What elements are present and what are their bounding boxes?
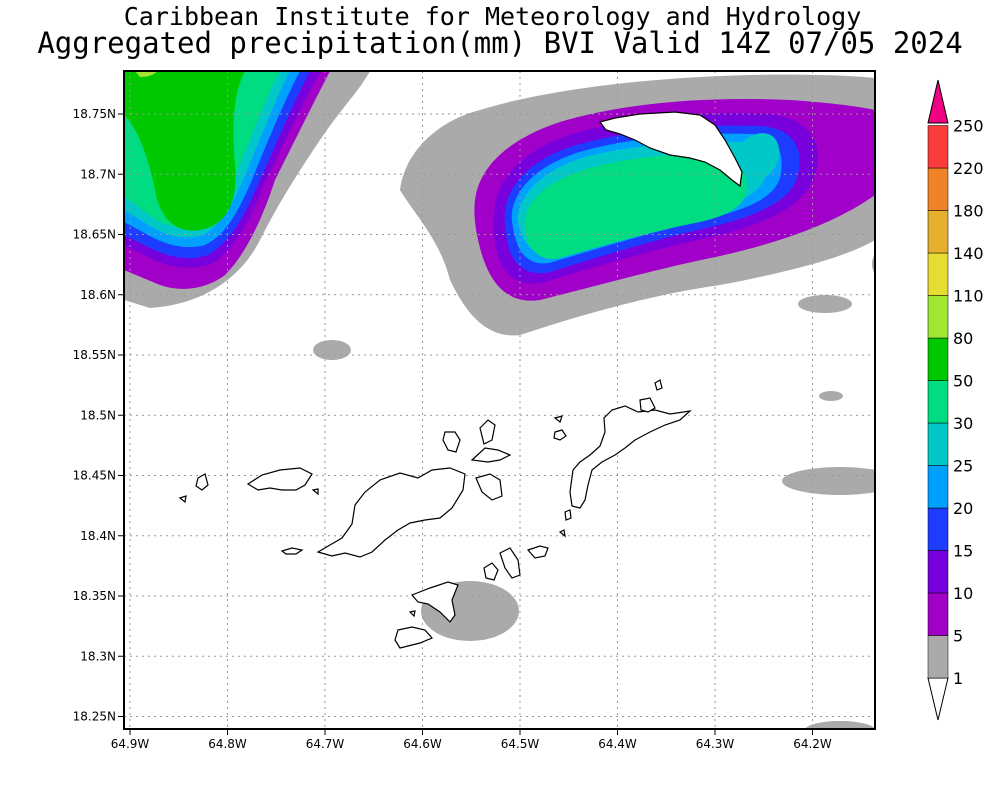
island-mosquito xyxy=(639,397,656,413)
lon-tick-label: 64.8W xyxy=(208,737,247,751)
lon-tick-label: 64.6W xyxy=(403,737,442,751)
colorbar-level-label: 25 xyxy=(953,457,973,476)
lat-tick-label: 18.7N xyxy=(80,167,116,181)
island-green-cay xyxy=(178,495,187,504)
latitude-axis: 18.75N 18.7N 18.65N 18.6N 18.55N 18.5N 18.45N 1… xyxy=(73,107,124,724)
colorbar-level-label: 140 xyxy=(953,244,984,263)
island-marina-cay xyxy=(475,473,503,501)
colorbar-below-min-triangle xyxy=(927,677,949,721)
colorbar-segment xyxy=(927,380,949,424)
colorbar-level-label: 80 xyxy=(953,329,973,348)
map-plot-area xyxy=(124,71,875,729)
colorbar-level-label: 110 xyxy=(953,287,984,306)
island-prickly-pear xyxy=(654,379,663,391)
lat-tick-label: 18.3N xyxy=(80,649,116,663)
lon-tick-label: 64.4W xyxy=(598,737,637,751)
colorbar-segment xyxy=(927,422,949,466)
island-ginger xyxy=(499,547,521,579)
colorbar-level-label: 50 xyxy=(953,372,973,391)
colorbar-segment xyxy=(927,167,949,211)
map-title-product: Aggregated precipitation(mm) BVI Valid 1… xyxy=(37,26,963,60)
island-dead-chest xyxy=(564,509,572,521)
island-guana xyxy=(442,431,461,453)
lat-tick-label: 18.45N xyxy=(73,469,116,483)
colorbar-level-label: 10 xyxy=(953,584,973,603)
island-necker xyxy=(553,429,567,441)
island-scrub xyxy=(553,415,563,424)
colorbar-level-label: 20 xyxy=(953,499,973,518)
island-great-camanoe xyxy=(479,419,496,445)
lat-tick-label: 18.5N xyxy=(80,408,116,422)
lon-tick-label: 64.2W xyxy=(793,737,832,751)
island-little-thatch xyxy=(280,547,304,555)
longitude-axis: 64.9W 64.8W 64.7W 64.6W 64.5W 64.4W 64.3W 64.2W xyxy=(111,729,832,751)
lat-tick-label: 18.35N xyxy=(73,589,116,603)
island-sandy-cay xyxy=(195,473,209,491)
island-anegada xyxy=(598,111,743,188)
island-fallen-jerusalem xyxy=(526,545,549,559)
colorbar-segment xyxy=(927,635,949,679)
lat-tick-label: 18.6N xyxy=(80,288,116,302)
colorbar-segment xyxy=(927,550,949,594)
colorbar-segment xyxy=(927,210,949,254)
lon-tick-label: 64.3W xyxy=(696,737,735,751)
lat-tick-label: 18.4N xyxy=(80,529,116,543)
colorbar-level-label: 5 xyxy=(953,627,963,646)
colorbar-level-label: 15 xyxy=(953,542,973,561)
colorbar-segment xyxy=(927,507,949,551)
lat-lon-grid xyxy=(124,71,875,729)
colorbar-segment xyxy=(927,337,949,381)
island-round-rock xyxy=(558,529,566,538)
precip-field-west xyxy=(124,71,370,308)
island-cooper xyxy=(483,562,499,581)
islands xyxy=(178,111,743,649)
colorbar-level-label: 180 xyxy=(953,202,984,221)
island-jost-van-dyke xyxy=(246,467,313,491)
colorbar-level-label: 30 xyxy=(953,414,973,433)
island-norman xyxy=(394,626,434,649)
lat-tick-label: 18.25N xyxy=(73,710,116,724)
lat-tick-label: 18.75N xyxy=(73,107,116,121)
island-virgin-gorda xyxy=(569,405,692,509)
lon-tick-label: 64.5W xyxy=(501,737,540,751)
island-beef xyxy=(470,447,512,463)
map-frame xyxy=(123,70,876,730)
colorbar-above-max-triangle xyxy=(927,79,949,124)
lat-tick-label: 18.55N xyxy=(73,348,116,362)
colorbar-segment xyxy=(927,125,949,169)
lon-tick-label: 64.9W xyxy=(111,737,150,751)
colorbar-segment xyxy=(927,592,949,636)
colorbar-level-label: 250 xyxy=(953,117,984,136)
island-tortola xyxy=(316,467,466,558)
colorbar-level-label: 220 xyxy=(953,159,984,178)
colorbar-segment xyxy=(927,295,949,339)
lon-tick-label: 64.7W xyxy=(306,737,345,751)
island-peter xyxy=(410,581,459,623)
map-title-institute: Caribbean Institute for Meteorology and … xyxy=(123,2,862,31)
colorbar-level-label: 1 xyxy=(953,669,963,688)
lat-tick-label: 18.65N xyxy=(73,228,116,242)
colorbar-segment xyxy=(927,465,949,509)
island-dog xyxy=(311,488,319,496)
colorbar-segment xyxy=(927,252,949,296)
island-salt xyxy=(408,610,416,618)
